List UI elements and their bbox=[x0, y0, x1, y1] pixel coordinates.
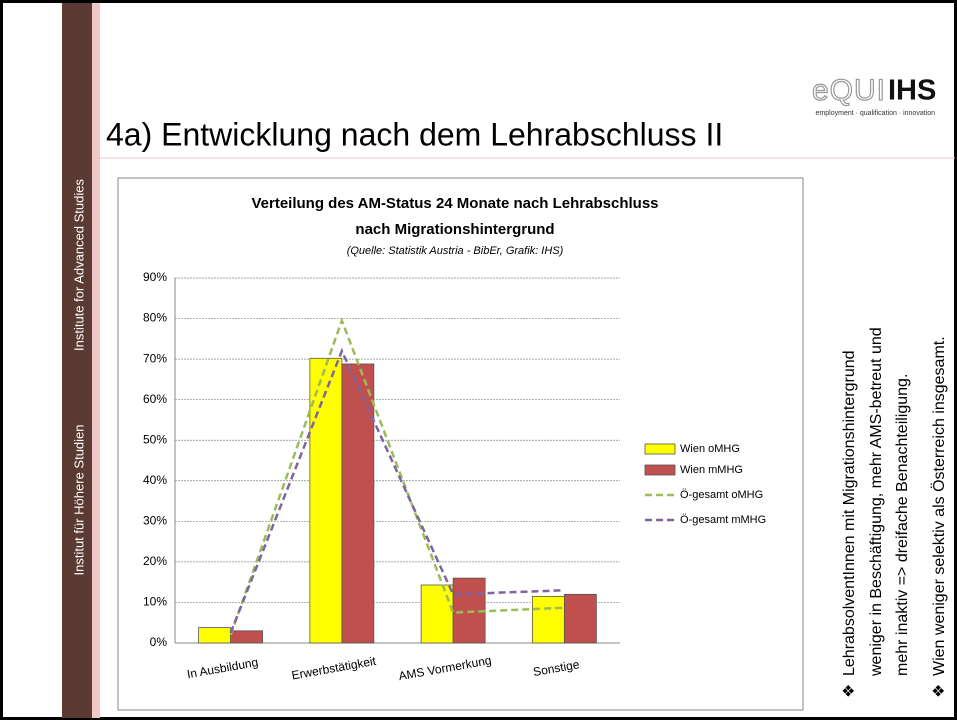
y-tick-label: 80% bbox=[143, 311, 167, 325]
y-tick-label: 40% bbox=[143, 473, 167, 487]
chart-title: Verteilung des AM-Status 24 Monate nach … bbox=[251, 195, 658, 212]
bar bbox=[341, 363, 375, 644]
y-tick-label: 90% bbox=[143, 270, 167, 284]
bullet-marker: ❖ bbox=[841, 684, 858, 698]
bar bbox=[420, 584, 454, 644]
legend-label: Wien oMHG bbox=[680, 443, 740, 455]
logo-tagline: employment · qualification · innovation bbox=[816, 110, 936, 117]
bar bbox=[309, 357, 343, 644]
y-tick-label: 50% bbox=[143, 432, 167, 446]
bullet-text: weniger in Beschäftigung, mehr AMS-betre… bbox=[868, 327, 885, 677]
chart-subtitle: (Quelle: Statistik Austria - BibEr, Graf… bbox=[347, 245, 564, 257]
sidebar-strip bbox=[92, 3, 100, 718]
logo-brand: eQUI bbox=[812, 74, 886, 107]
bullet-text: mehr inaktiv => dreifache Benachteiligun… bbox=[894, 374, 911, 676]
y-tick-label: 60% bbox=[143, 392, 167, 406]
sidebar-text: Institute for Advanced Studies bbox=[71, 179, 86, 351]
bullet-text: LehrabsolventInnen mit Migrationshinterg… bbox=[841, 350, 858, 676]
bar bbox=[198, 627, 232, 644]
y-tick-label: 10% bbox=[143, 595, 167, 609]
bar bbox=[531, 595, 565, 644]
sidebar bbox=[62, 3, 92, 718]
bullet-text: Wien weniger selektiv als Österreich ins… bbox=[930, 336, 948, 676]
bar bbox=[563, 593, 597, 644]
bullet-marker: ❖ bbox=[931, 684, 948, 698]
legend-swatch bbox=[644, 443, 676, 455]
legend-label: Ö-gesamt oMHG bbox=[680, 489, 763, 501]
legend-swatch bbox=[644, 464, 676, 476]
slide-title: 4a) Entwicklung nach dem Lehrabschluss I… bbox=[106, 116, 723, 152]
y-tick-label: 70% bbox=[143, 351, 167, 365]
logo-ihs: IHS bbox=[888, 75, 936, 107]
chart-title: nach Migrationshintergrund bbox=[355, 221, 554, 238]
y-tick-label: 0% bbox=[150, 635, 168, 649]
sidebar-text: Institut für Höhere Studien bbox=[71, 424, 86, 575]
legend-label: Ö-gesamt mMHG bbox=[680, 514, 766, 526]
y-tick-label: 20% bbox=[143, 554, 167, 568]
y-tick-label: 30% bbox=[143, 514, 167, 528]
legend-label: Wien mMHG bbox=[680, 464, 743, 476]
line-series bbox=[229, 316, 565, 636]
bar bbox=[230, 630, 264, 644]
